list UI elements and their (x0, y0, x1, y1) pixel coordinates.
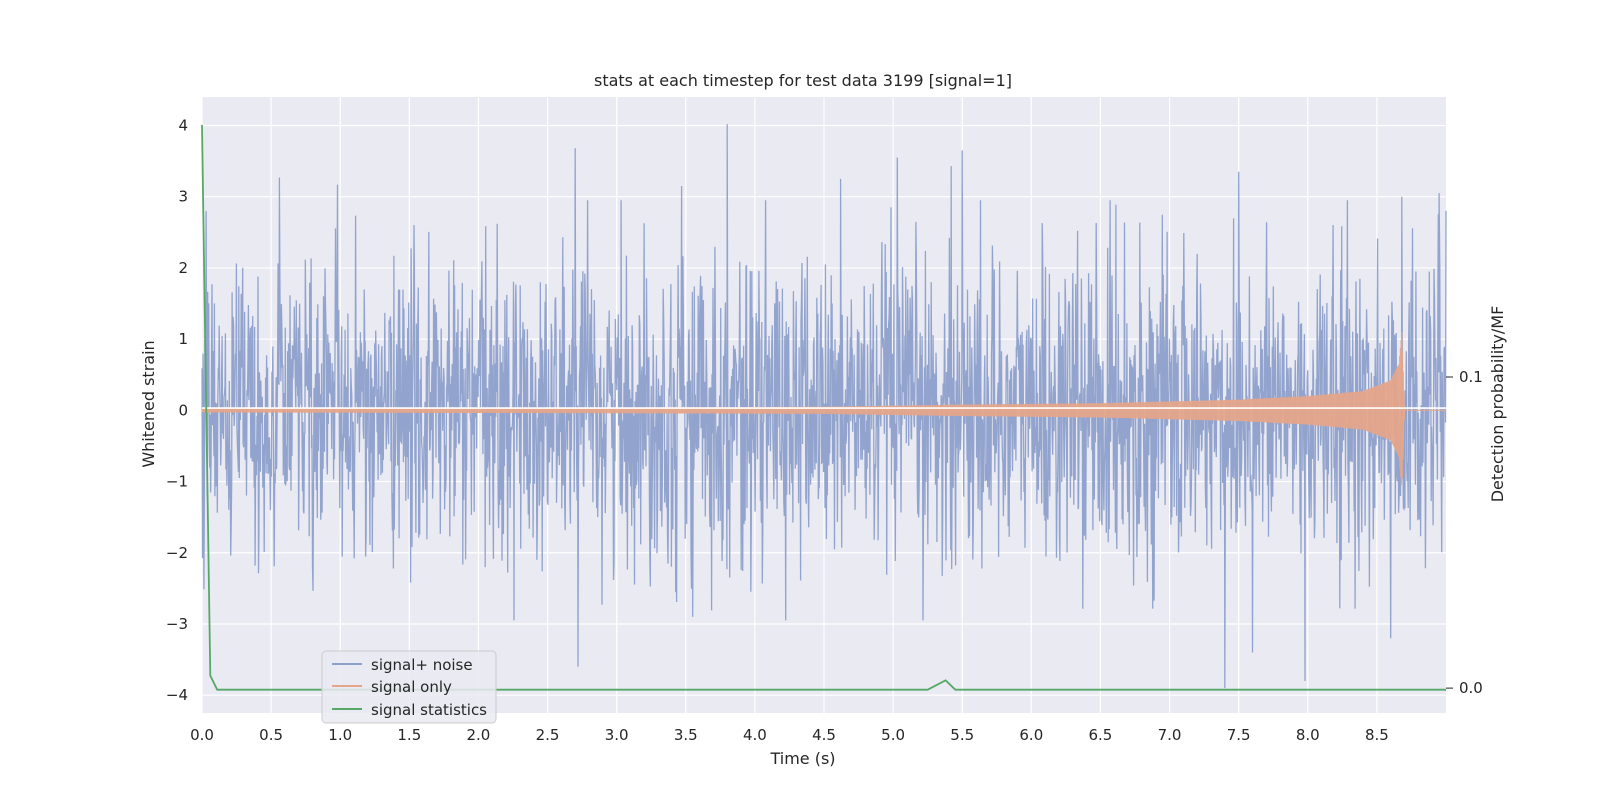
legend-label-signal-statistics: signal statistics (371, 701, 487, 719)
x-tick-label: 8.5 (1365, 726, 1389, 744)
x-tick-label: 6.5 (1089, 726, 1113, 744)
x-tick-label: 7.0 (1158, 726, 1182, 744)
series-signal-statistics (201, 124, 1446, 691)
y-tick-label: −1 (166, 473, 188, 491)
x-tick-label: 1.5 (397, 726, 421, 744)
x-tick-label: 6.0 (1019, 726, 1043, 744)
x-tick-label: 3.0 (605, 726, 629, 744)
y-tick-label: 4 (178, 116, 188, 134)
y-tick-label: 1 (178, 330, 188, 348)
x-tick-label: 2.0 (467, 726, 491, 744)
y-tick-label: −3 (166, 615, 188, 633)
y-axis-label: Whitened strain (139, 340, 158, 467)
x-tick-label: 0.5 (259, 726, 283, 744)
legend: signal+ noise signal only signal statist… (321, 650, 497, 724)
y-tick-label: 3 (178, 188, 188, 206)
x-tick-label: 8.0 (1296, 726, 1320, 744)
x-tick-label: 5.0 (881, 726, 905, 744)
y2-tick-label: 0.1 (1459, 368, 1483, 386)
y-tick-label: 2 (178, 259, 188, 277)
series-signal-noise (201, 124, 1447, 689)
legend-label-signal-only: signal only (371, 678, 452, 696)
y-tick-label: −2 (166, 544, 188, 562)
x-axis-label: Time (s) (769, 749, 835, 768)
y2-tick-label: 0.0 (1459, 679, 1483, 697)
legend-label-signal-noise: signal+ noise (371, 656, 473, 674)
noise-trace (201, 124, 1447, 689)
x-tick-label: 4.5 (812, 726, 836, 744)
x-tick-label: 1.0 (328, 726, 352, 744)
x-tick-label: 7.5 (1227, 726, 1251, 744)
x-tick-label: 4.0 (743, 726, 767, 744)
statistics-trace (201, 124, 1446, 691)
x-tick-label: 3.5 (674, 726, 698, 744)
y2-axis-label: Detection probability/MF (1488, 306, 1507, 503)
axis-ticks: 0.0 0.5 1.0 1.5 2.0 2.5 3.0 3.5 4.0 4.5 5.0 5.5 6.0 6… (166, 116, 1483, 744)
y-tick-label: 0 (178, 401, 188, 419)
y-tick-label: −4 (166, 686, 188, 704)
x-tick-label: 2.5 (536, 726, 560, 744)
x-tick-label: 5.5 (950, 726, 974, 744)
legend-box (321, 650, 497, 724)
x-tick-label: 0.0 (190, 726, 214, 744)
chart-title: stats at each timestep for test data 319… (594, 71, 1012, 90)
